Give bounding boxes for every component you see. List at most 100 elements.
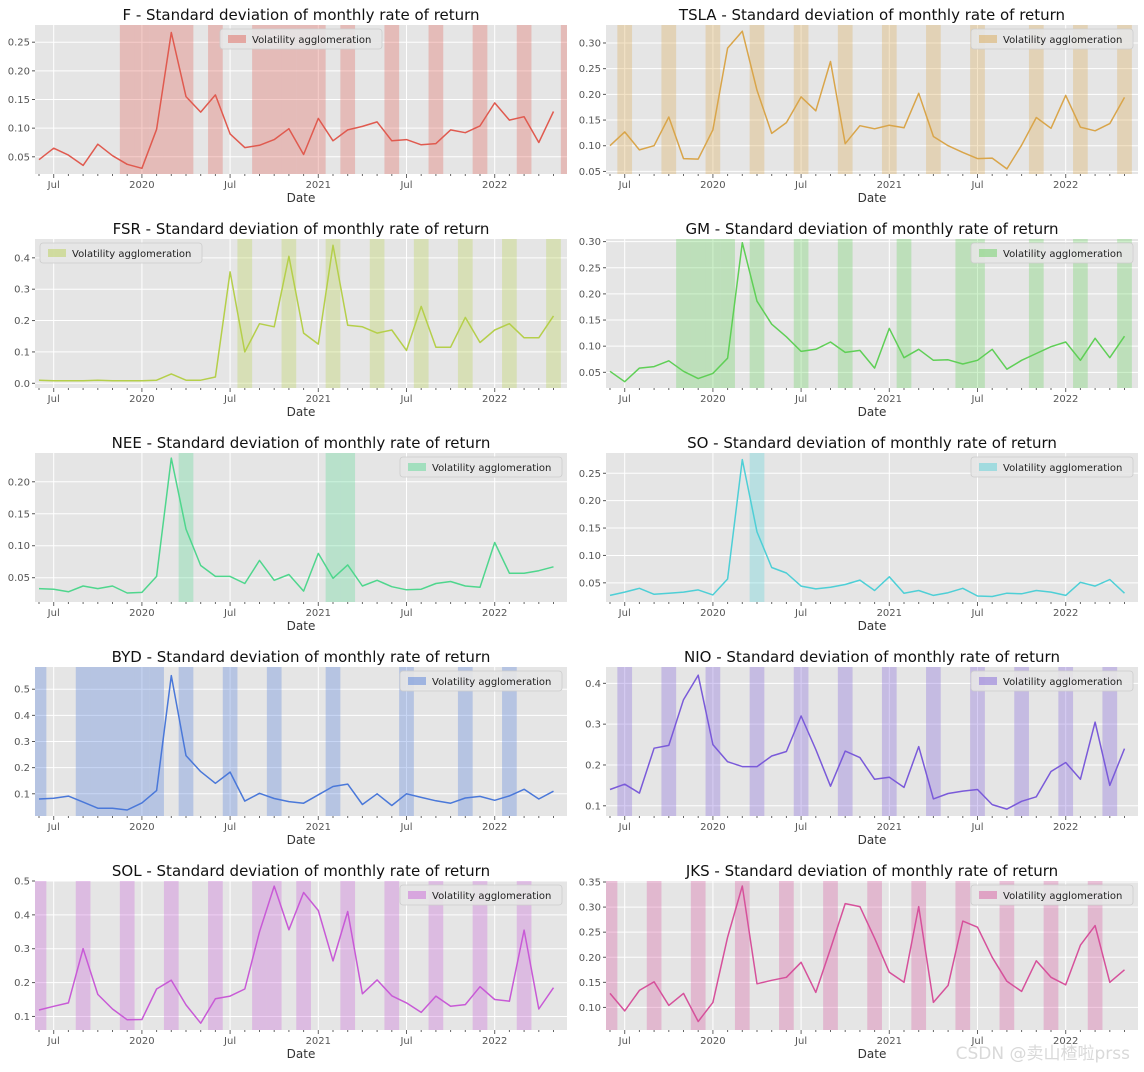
volatility-band: [384, 881, 400, 1030]
x-tick-label: Jul: [970, 394, 983, 405]
legend: Volatility agglomeration: [970, 884, 1134, 906]
x-tick-label: Jul: [794, 822, 807, 833]
x-tick-label: 2020: [129, 394, 154, 405]
volatility-band: [970, 667, 985, 816]
y-tick-label: 0.25: [8, 38, 30, 49]
volatility-band: [384, 25, 400, 174]
chart-panel-7: BYD - Standard deviation of monthly rate…: [14, 648, 567, 847]
legend: Volatility agglomeration: [219, 28, 383, 50]
x-tick-label: Jul: [399, 180, 412, 191]
legend-box: [970, 456, 1134, 478]
y-tick-label: 0.15: [8, 509, 30, 520]
volatility-band: [325, 667, 341, 816]
x-axis-label: Date: [858, 619, 887, 633]
volatility-band: [502, 239, 517, 388]
y-tick-label: 0.30: [579, 903, 601, 914]
volatility-band: [720, 239, 735, 388]
y-tick-label: 0.20: [8, 477, 30, 488]
volatility-band: [149, 25, 164, 174]
y-tick-label: 0.4: [585, 679, 601, 690]
x-axis-label: Date: [287, 405, 316, 419]
chart-title: BYD - Standard deviation of monthly rate…: [112, 648, 491, 666]
chart-title: SOL - Standard deviation of monthly rate…: [112, 862, 490, 880]
x-axis-label: Date: [858, 191, 887, 205]
volatility-band: [661, 25, 677, 174]
y-tick-label: 0.10: [579, 342, 601, 353]
volatility-band: [881, 667, 897, 816]
x-tick-label: 2022: [1053, 180, 1078, 191]
volatility-band: [163, 25, 179, 174]
legend-label: Volatility agglomeration: [1003, 463, 1122, 474]
x-tick-label: Jul: [970, 1036, 983, 1047]
volatility-band: [457, 239, 473, 388]
series-line: [609, 674, 1126, 810]
volatility-band: [369, 239, 385, 388]
y-tick-label: 0.20: [579, 289, 601, 300]
volatility-band: [208, 25, 223, 174]
x-tick-label: 2020: [700, 180, 725, 191]
legend: Volatility agglomeration: [970, 456, 1134, 478]
plot-background: [606, 25, 1138, 174]
volatility-band: [1028, 239, 1044, 388]
volatility-band: [1117, 25, 1132, 174]
chart-panel-9: SOL - Standard deviation of monthly rate…: [14, 862, 567, 1061]
legend: Volatility agglomeration: [39, 242, 203, 264]
chart-title: JKS - Standard deviation of monthly rate…: [685, 862, 1058, 880]
volatility-band: [119, 667, 135, 816]
volatility-band: [749, 25, 765, 174]
legend-swatch: [408, 891, 426, 899]
legend-label: Volatility agglomeration: [252, 35, 371, 46]
x-tick-label: 2022: [1053, 608, 1078, 619]
volatility-band: [266, 881, 282, 1030]
y-tick-label: 0.15: [579, 978, 601, 989]
volatility-band: [472, 881, 488, 1030]
x-tick-label: Jul: [618, 180, 631, 191]
volatility-band: [1028, 25, 1044, 174]
y-tick-label: 0.15: [579, 316, 601, 327]
volatility-band: [35, 881, 47, 1030]
volatility-band: [1073, 239, 1088, 388]
x-axis-label: Date: [287, 1047, 316, 1061]
volatility-band: [749, 239, 765, 388]
legend-box: [399, 670, 563, 692]
volatility-band: [252, 25, 267, 174]
chart-panel-3: FSR - Standard deviation of monthly rate…: [14, 220, 567, 419]
y-tick-label: 0.2: [14, 763, 30, 774]
x-axis-label: Date: [858, 833, 887, 847]
y-tick-label: 0.15: [8, 95, 30, 106]
y-tick-label: 0.1: [14, 1012, 30, 1023]
volatility-band: [134, 667, 150, 816]
x-axis-label: Date: [858, 1047, 887, 1061]
x-tick-label: Jul: [618, 608, 631, 619]
y-tick-label: 0.10: [579, 1003, 601, 1014]
y-tick-label: 0.15: [579, 116, 601, 127]
plot-background: [35, 453, 567, 602]
chart-title: TSLA - Standard deviation of monthly rat…: [678, 6, 1065, 24]
volatility-band: [340, 881, 356, 1030]
y-tick-label: 0.25: [579, 263, 601, 274]
x-tick-label: 2022: [1053, 822, 1078, 833]
x-axis-label: Date: [858, 405, 887, 419]
volatility-band: [1014, 667, 1029, 816]
volatility-shading: [119, 25, 567, 174]
volatility-band: [560, 25, 567, 174]
y-tick-label: 0.1: [14, 789, 30, 800]
legend-swatch: [979, 249, 997, 257]
x-tick-label: Jul: [399, 608, 412, 619]
x-tick-label: Jul: [794, 608, 807, 619]
y-tick-label: 0.1: [585, 801, 601, 812]
volatility-band: [793, 667, 809, 816]
x-tick-label: 2022: [482, 822, 507, 833]
x-tick-label: Jul: [47, 822, 60, 833]
x-tick-label: Jul: [618, 1036, 631, 1047]
y-tick-label: 0.10: [579, 141, 601, 152]
y-tick-label: 0.25: [579, 469, 601, 480]
legend-box: [970, 28, 1134, 50]
y-tick-label: 0.3: [14, 285, 30, 296]
volatility-band: [516, 25, 532, 174]
y-tick-label: 0.4: [14, 711, 30, 722]
x-tick-label: 2020: [700, 1036, 725, 1047]
volatility-band: [149, 667, 164, 816]
x-tick-label: Jul: [223, 1036, 236, 1047]
